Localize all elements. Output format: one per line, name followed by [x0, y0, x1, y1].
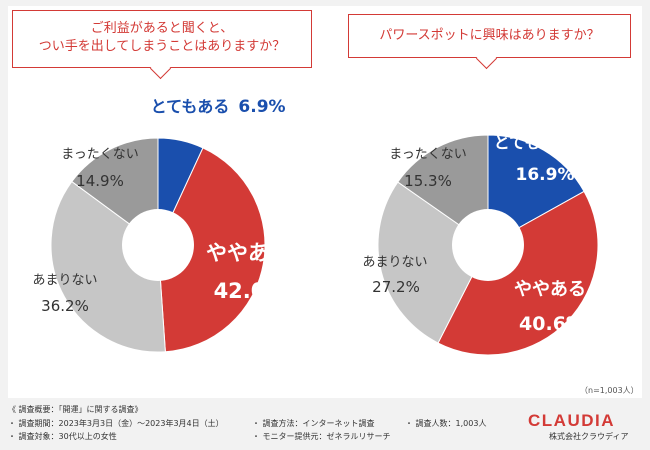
pie-2-label-value-4: 15.3% [404, 172, 452, 190]
pie-1-label-value-2: 42.0% [214, 279, 287, 303]
pie-2-label-name-4: まったくない [389, 147, 466, 162]
pie-2-slice-2 [437, 190, 599, 356]
pie-1-slice-3 [50, 180, 166, 353]
pie-2-label-name-1: とてもある [494, 133, 573, 152]
pie-1-label-name-3: あまりない [32, 273, 97, 288]
survey-count: ・ 調査人数：1,003人 [405, 419, 487, 428]
pie-2-slice-3 [377, 181, 489, 344]
pie-1-label-name-4: まったくない [61, 147, 138, 162]
survey-method: ・ 調査方法：インターネット調査 [252, 419, 375, 428]
pie-1-center-hole [122, 209, 194, 281]
pie-1-slice-2 [157, 147, 266, 353]
brand-company: 株式会社クラウディア [549, 432, 629, 441]
sample-size-note: （n=1,003人） [580, 386, 639, 395]
pie-2-label-name-2: ややある [514, 279, 586, 300]
question-box-2: パワースポットに興味はありますか？ [348, 14, 631, 70]
question-1-line-1: ご利益があると聞くと、 [90, 21, 234, 36]
question-1-line-2: つい手を出してしまうことはありますか？ [38, 39, 286, 54]
survey-period: ・ 調査期間：2023年3月3日（金）〜2023年3月4日（土） [8, 419, 224, 428]
pie-2-slice-1 [487, 134, 585, 246]
question-2-line-1: パワースポットに興味はありますか？ [379, 28, 600, 43]
pie-1-label-value-4: 14.9% [76, 172, 124, 190]
pie-2-label-value-2: 40.6% [519, 313, 585, 335]
survey-provider: ・ モニター提供元：ゼネラルリサーチ [252, 432, 391, 441]
survey-target: ・ 調査対象：30代以上の女性 [8, 432, 117, 441]
survey-footer: 《 調査概要：「開運」に関する調査》 ・ 調査期間：2023年3月3日（金）〜2… [0, 400, 650, 450]
pie-2-center-hole [452, 209, 524, 281]
pie-1-label-value-1: 6.9% [238, 97, 285, 117]
pie-2-label-value-1: 16.9% [516, 165, 575, 185]
brand-logo: CLAUDIA [528, 411, 615, 430]
pie-2-label-name-3: あまりない [362, 255, 427, 270]
pie-2-label-value-3: 27.2% [372, 278, 420, 296]
survey-overview: 《 調査概要：「開運」に関する調査》 [8, 405, 143, 414]
pie-charts: とてもある 6.9% ややある 42.0% あまりない 36.2% まったくない 14.9% と… [32, 97, 599, 356]
question-box-1: ご利益があると聞くと、 つい手を出してしまうことはありますか？ [12, 10, 312, 80]
pie-1-label-value-3: 36.2% [41, 297, 89, 315]
pie-1-label-name-2: ややある [206, 241, 290, 265]
pie-1-label-name-1: とてもある [151, 97, 230, 116]
